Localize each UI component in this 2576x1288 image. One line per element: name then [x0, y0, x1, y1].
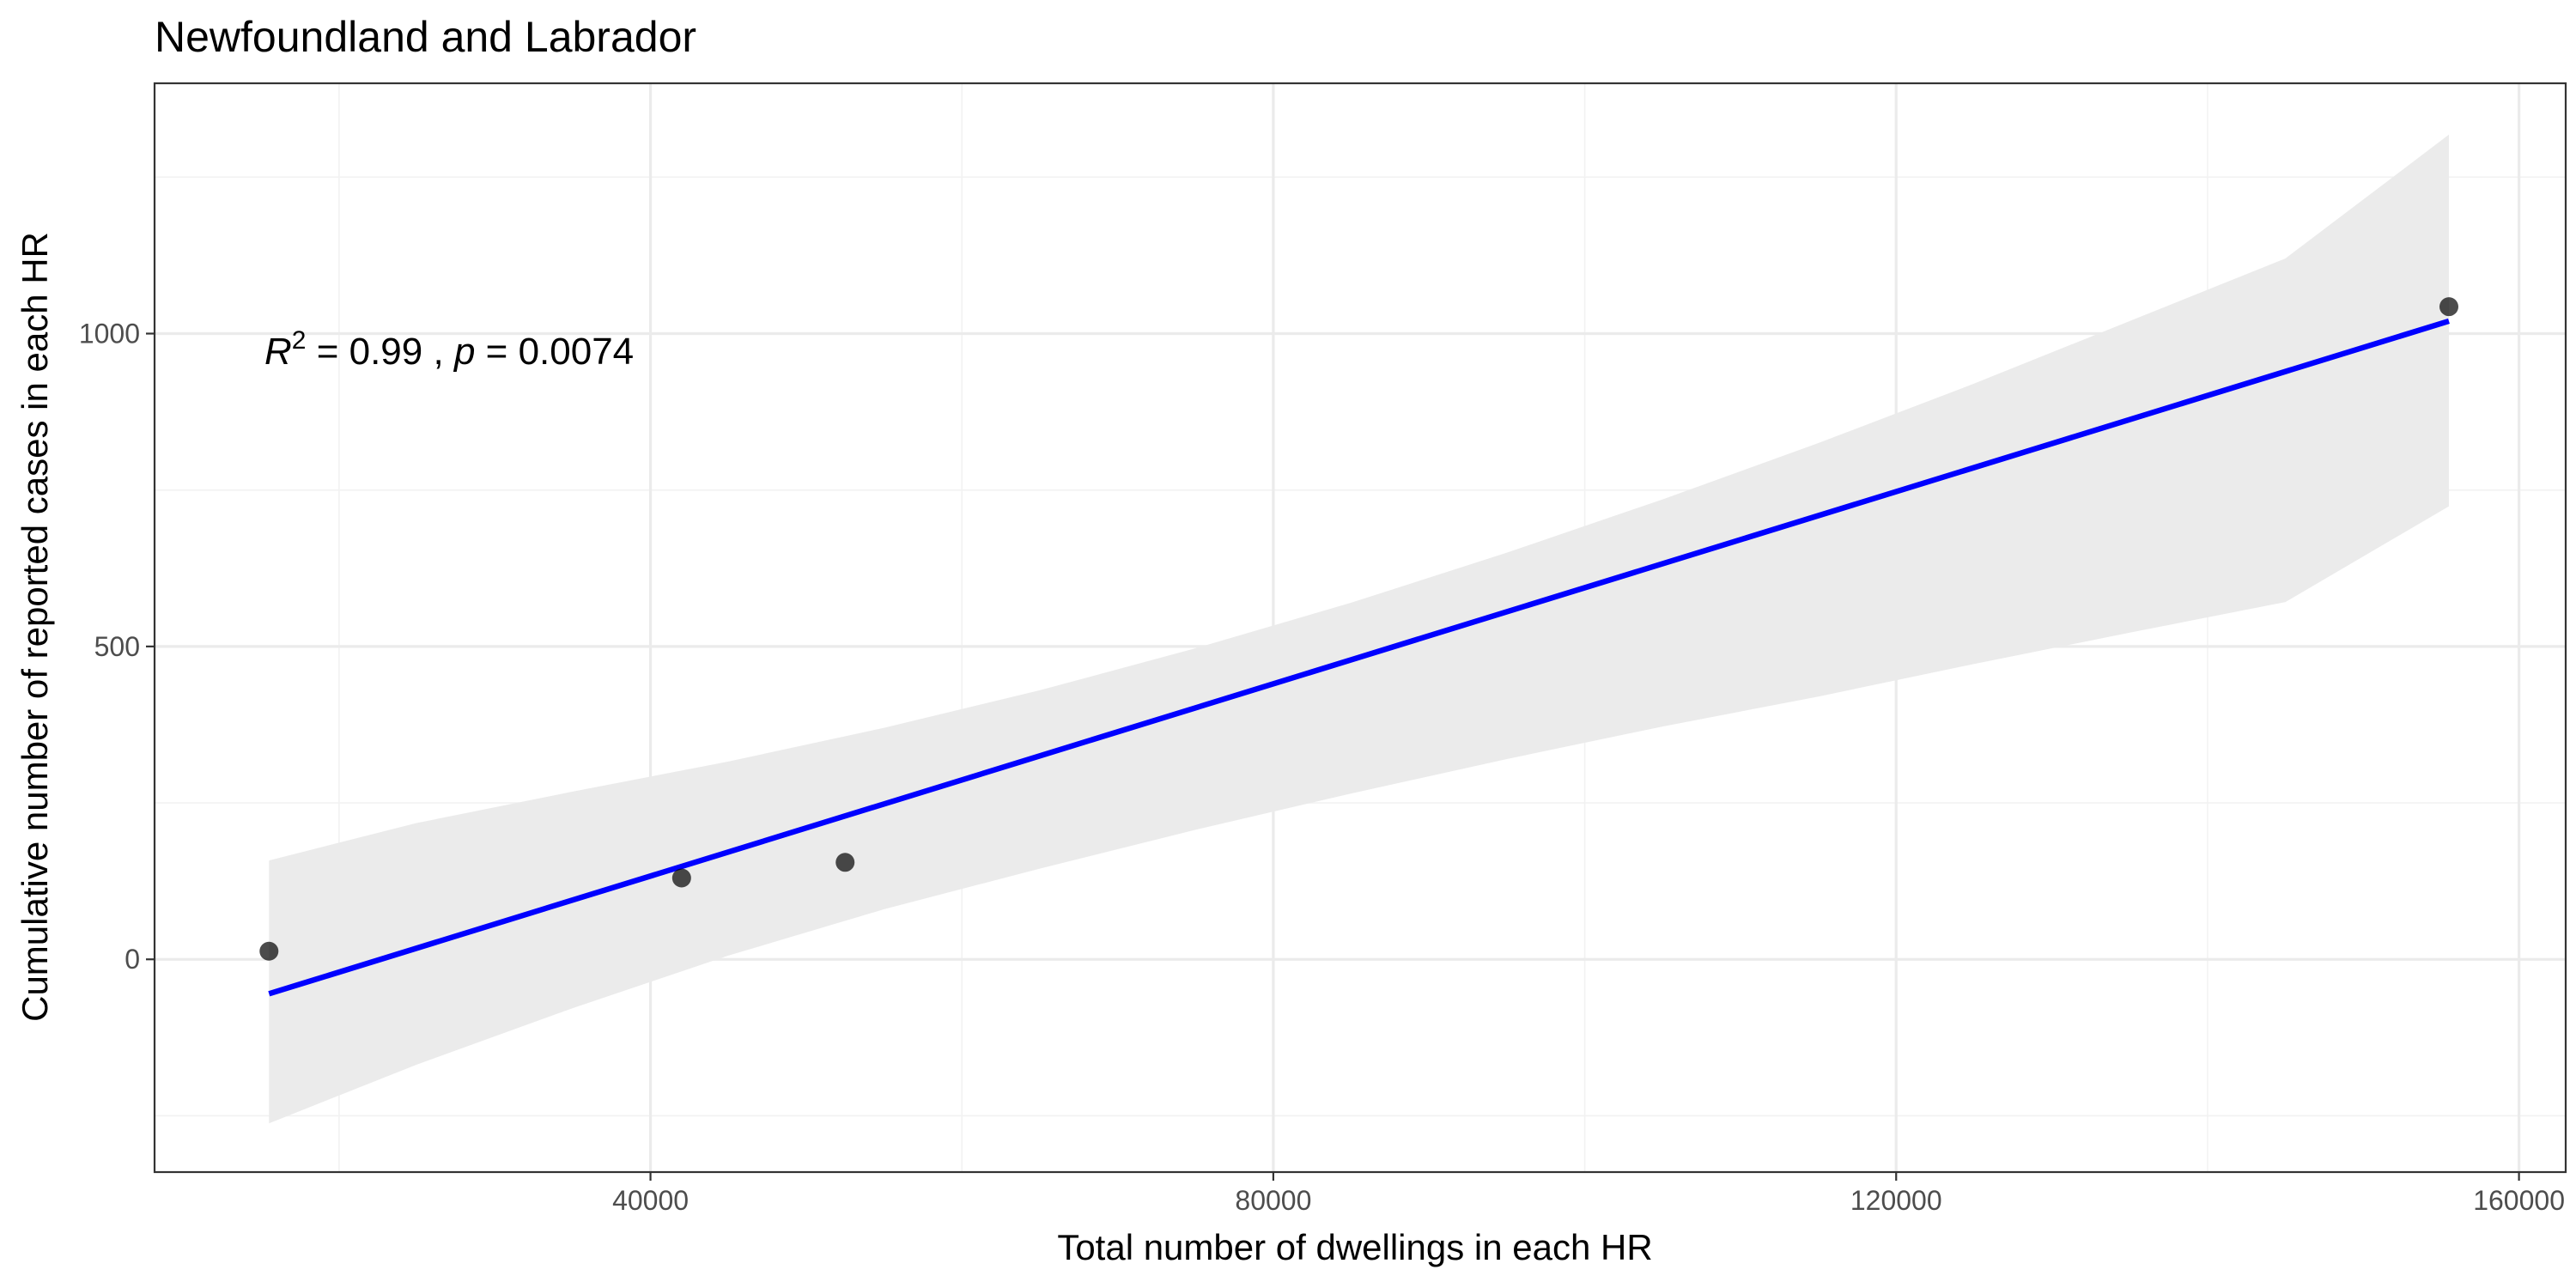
p-value: = 0.0074	[475, 331, 634, 373]
x-tick-label: 80000	[1235, 1185, 1311, 1216]
data-point	[259, 941, 279, 961]
y-axis-title: Cumulative number of reported cases in e…	[15, 232, 55, 1022]
data-points	[259, 297, 2458, 961]
regression-line	[268, 318, 2450, 997]
plot-panel-border	[153, 82, 2567, 1174]
data-point	[671, 868, 691, 888]
y-tick-label: 1000	[79, 318, 140, 349]
x-axis-ticks: 40000 80000 120000 160000	[612, 1172, 2565, 1216]
confidence-band	[269, 134, 2449, 1124]
r-squared-value: = 0.99 ,	[306, 331, 453, 373]
chart-title: Newfoundland and Labrador	[155, 13, 696, 61]
x-axis-title: Total number of dwellings in each HR	[1057, 1227, 1652, 1267]
r-squared-symbol: R	[264, 331, 292, 373]
x-tick-label: 40000	[612, 1185, 689, 1216]
data-point	[835, 853, 855, 872]
r-squared-exponent: 2	[292, 326, 307, 355]
y-tick-label: 0	[125, 944, 140, 975]
y-tick-label: 500	[94, 631, 140, 662]
data-point	[2439, 297, 2458, 317]
y-axis-ticks: 0 500 1000	[79, 318, 155, 975]
x-tick-label: 160000	[2473, 1185, 2565, 1216]
x-tick-label: 120000	[1850, 1185, 1942, 1216]
stats-annotation: R2 = 0.99 , p = 0.0074	[264, 326, 634, 373]
p-symbol: p	[453, 331, 475, 373]
